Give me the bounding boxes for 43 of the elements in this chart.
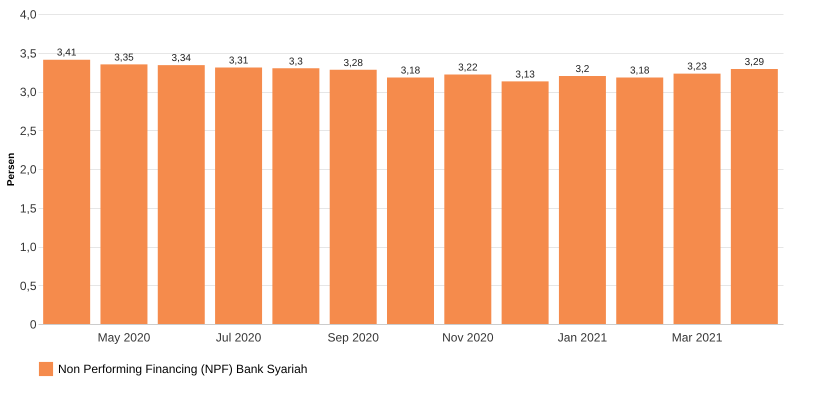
data-label: 3,13 (515, 69, 536, 80)
bar (215, 67, 262, 324)
bar (616, 78, 664, 324)
data-label: 3,34 (172, 53, 192, 64)
x-tick-label: Nov 2020 (442, 330, 494, 344)
data-label: 3,29 (744, 57, 765, 68)
data-label: 3,18 (400, 66, 421, 77)
bar (444, 74, 492, 324)
y-tick-label: 1,0 (20, 240, 37, 254)
legend-label: Non Performing Financing (NPF) Bank Syariah (58, 362, 308, 376)
data-label: 3,22 (458, 62, 478, 74)
data-label: 3,31 (228, 55, 249, 66)
x-tick-label: May 2020 (98, 330, 151, 344)
y-tick-label: 0 (30, 318, 37, 332)
data-label: 3,41 (56, 48, 77, 59)
data-label: 3,18 (630, 66, 650, 77)
x-tick-label: Jul 2020 (216, 330, 262, 344)
y-tick-label: 0,5 (20, 278, 37, 293)
bar (387, 78, 434, 324)
y-axis-title: Persen (6, 152, 17, 186)
data-label: 3,23 (687, 62, 708, 73)
bar (43, 60, 90, 324)
bar (730, 69, 778, 324)
y-tick-label: 4,0 (20, 8, 37, 22)
y-tick-label: 1,5 (20, 201, 37, 216)
bar (100, 64, 148, 324)
bar (158, 65, 205, 324)
bar (558, 76, 606, 324)
y-tick-label: 3,5 (20, 46, 37, 60)
x-tick-label: Jan 2021 (558, 330, 608, 344)
bar (502, 81, 549, 324)
bar (330, 70, 377, 324)
data-label: 3,28 (343, 58, 364, 69)
data-label: 3,2 (575, 64, 590, 75)
x-tick-label: Sep 2020 (327, 330, 380, 344)
y-tick-label: 3,0 (20, 85, 37, 99)
data-label: 3,3 (288, 56, 304, 68)
bar (674, 74, 721, 324)
y-tick-label: 2,5 (20, 124, 37, 138)
x-tick-label: Mar 2021 (672, 330, 723, 344)
y-tick-label: 2,0 (20, 162, 37, 176)
bar (272, 68, 320, 324)
data-label: 3,35 (114, 52, 134, 64)
